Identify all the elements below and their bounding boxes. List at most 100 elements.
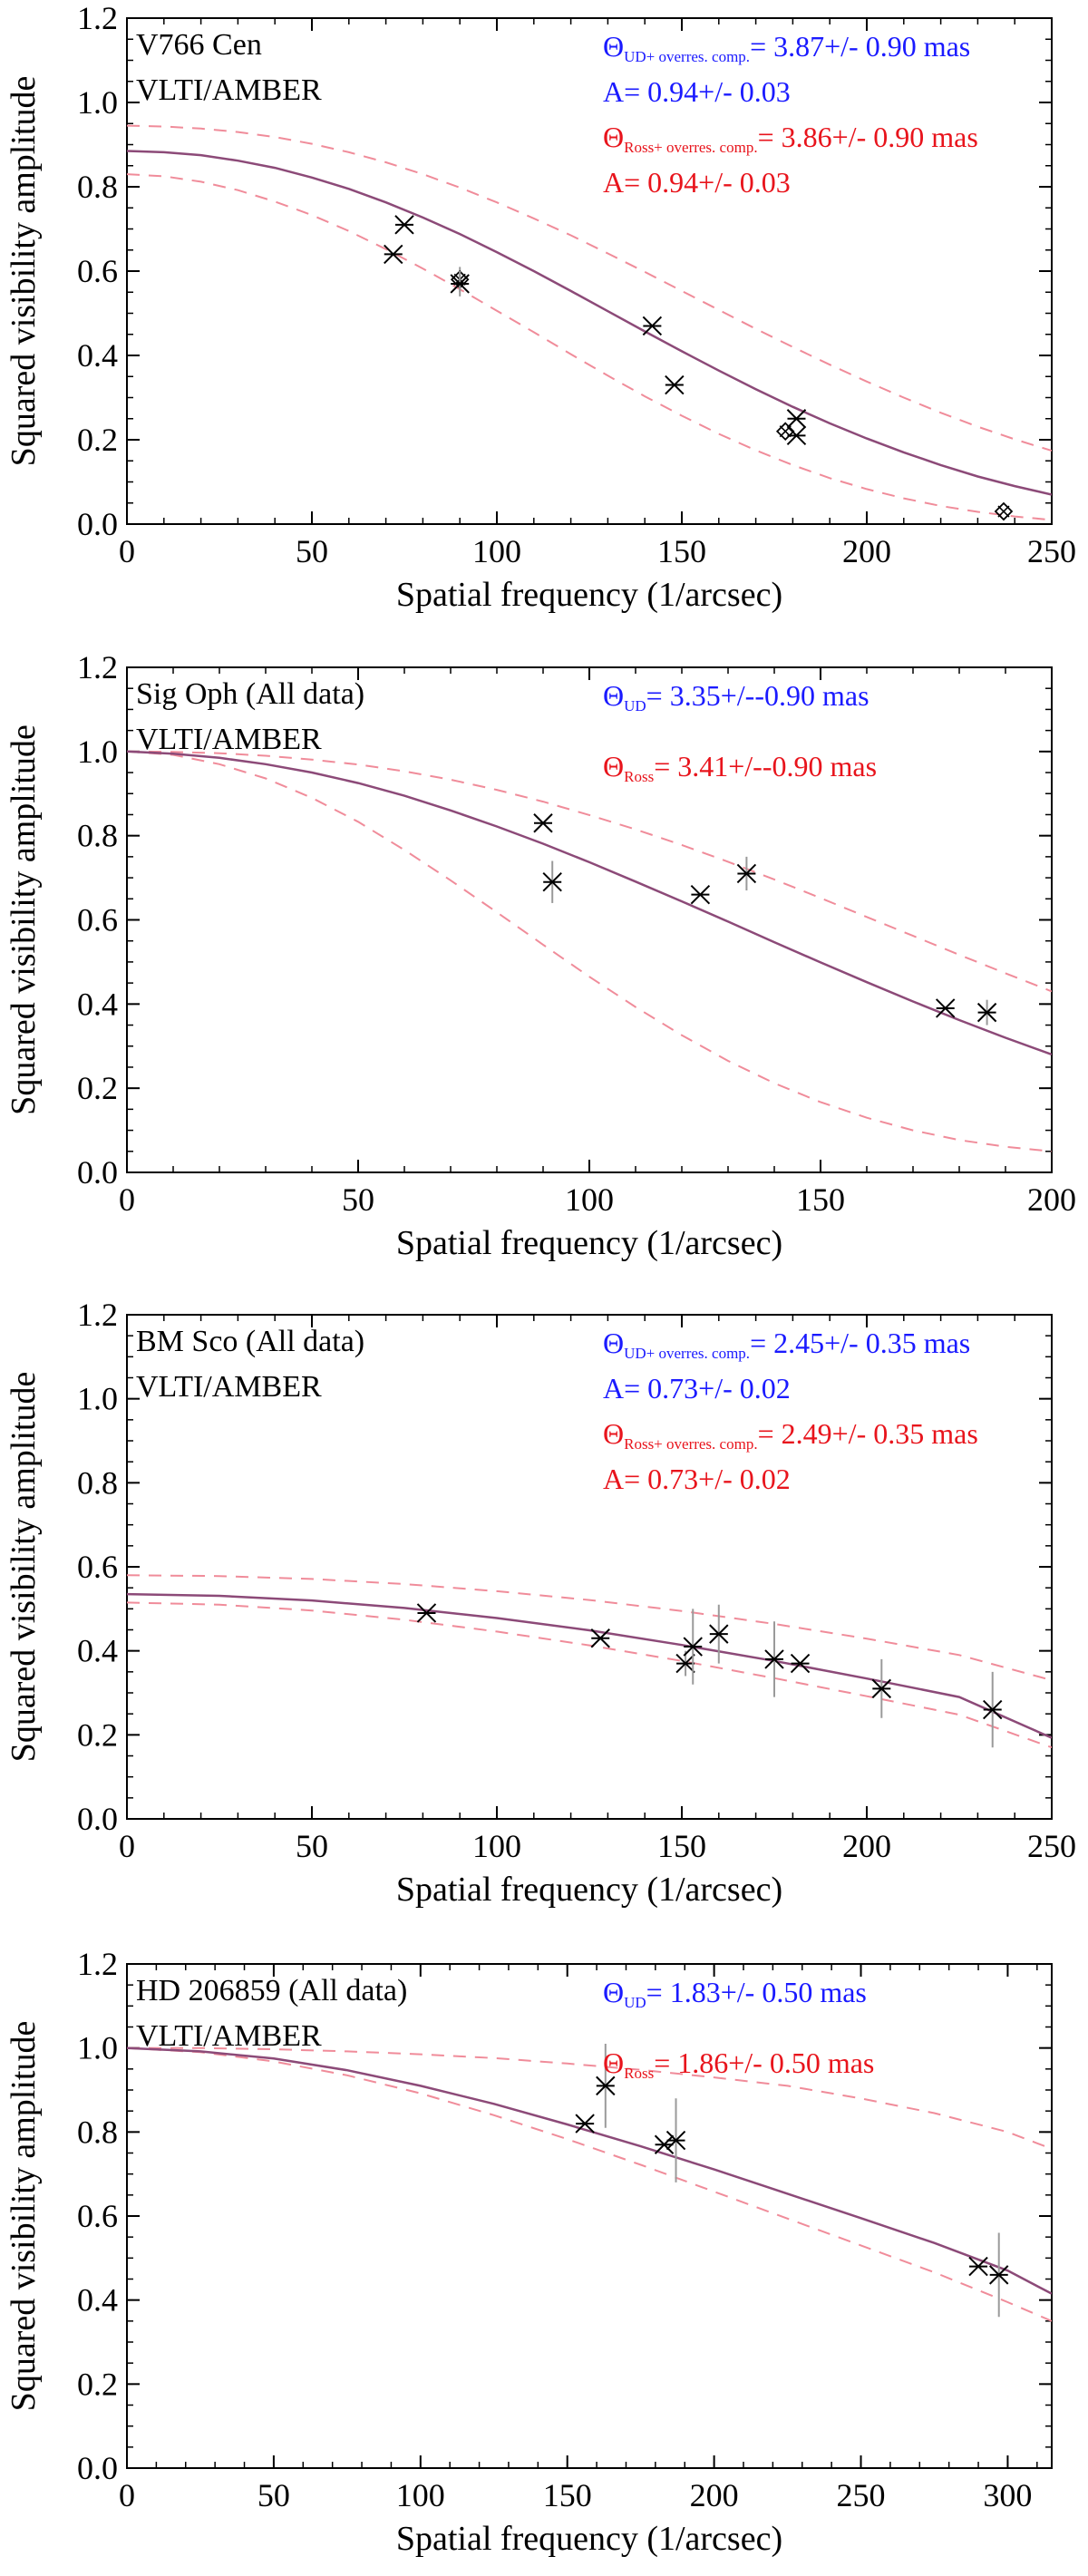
x-axis-label: Spatial frequency (1/arcsec) xyxy=(396,1871,782,1909)
x-tick-label: 100 xyxy=(396,2477,445,2513)
star-marker xyxy=(416,1603,437,1623)
data-point xyxy=(786,409,807,429)
theta-subscript: UD+ overres. comp. xyxy=(624,48,750,65)
fit-annotation-red: ΘRoss+ overres. comp.= 3.86+/- 0.90 mas xyxy=(603,121,978,156)
star-marker xyxy=(394,215,414,235)
star-marker xyxy=(871,1678,892,1699)
annotation-value: A= 0.73+/- 0.02 xyxy=(603,1463,791,1495)
annotation-value: = 1.83+/- 0.50 mas xyxy=(646,1976,867,2008)
star-marker xyxy=(575,2114,595,2134)
y-tick-label: 1.2 xyxy=(77,1946,118,1982)
y-tick-label: 0.8 xyxy=(77,169,118,205)
chart-panel-3: 0 50 100 150 200 250 0.0 0.2 0.4 0.6 0.8 1.0 1.2 Spat… xyxy=(5,1297,1076,1909)
data-point xyxy=(642,316,663,336)
theta-symbol: Θ xyxy=(603,30,624,63)
x-tick-label: 200 xyxy=(1027,1181,1076,1218)
y-tick-label: 0.6 xyxy=(77,1549,118,1585)
panel-title-line: V766 Cen xyxy=(136,28,262,62)
x-tick-label: 50 xyxy=(296,533,328,569)
y-tick-label: 0.4 xyxy=(77,1633,118,1669)
x-tick-label: 200 xyxy=(842,533,891,569)
x-tick-label: 50 xyxy=(342,1181,374,1218)
data-point xyxy=(968,2256,988,2277)
panel-title-line: HD 206859 (All data) xyxy=(136,1974,407,2007)
x-tick-label: 250 xyxy=(1027,533,1076,569)
data-point xyxy=(654,2134,675,2154)
panel-title-line: BM Sco (All data) xyxy=(136,1325,364,1358)
diamond-marker-cross xyxy=(997,505,1010,518)
y-tick-label: 0.6 xyxy=(77,253,118,289)
theta-symbol: Θ xyxy=(603,121,624,153)
data-point xyxy=(790,1653,811,1674)
upper-bound-curve xyxy=(127,2046,1052,2150)
theta-symbol: Θ xyxy=(603,2046,624,2079)
upper-bound-curve xyxy=(127,1574,1052,1682)
theta-subscript: Ross+ overres. comp. xyxy=(624,1435,757,1453)
x-tick-label: 50 xyxy=(257,2477,290,2513)
data-point xyxy=(590,1628,610,1648)
y-tick-label: 0.2 xyxy=(77,1716,118,1753)
x-tick-label: 0 xyxy=(119,1828,135,1864)
annotation-value: = 1.86+/- 0.50 mas xyxy=(654,2046,874,2079)
fit-annotation-red: A= 0.73+/- 0.02 xyxy=(603,1463,791,1495)
theta-subscript: Ross xyxy=(624,2065,654,2082)
annotation-value: A= 0.94+/- 0.03 xyxy=(603,75,791,108)
lower-bound-curve xyxy=(127,750,1052,1152)
star-marker xyxy=(596,2075,616,2096)
star-marker xyxy=(764,1649,784,1669)
annotation-value: = 3.86+/- 0.90 mas xyxy=(758,121,978,153)
x-axis-label: Spatial frequency (1/arcsec) xyxy=(396,1224,782,1262)
data-point xyxy=(542,860,562,903)
data-point xyxy=(675,1650,695,1677)
star-marker xyxy=(450,274,470,294)
x-axis-label: Spatial frequency (1/arcsec) xyxy=(396,576,782,614)
y-axis-label: Squared visibility amplitude xyxy=(5,76,43,467)
star-marker xyxy=(533,813,553,833)
x-tick-label: 100 xyxy=(472,1828,521,1864)
x-tick-label: 200 xyxy=(690,2477,739,2513)
data-point xyxy=(871,1658,892,1718)
y-tick-label: 1.2 xyxy=(77,1297,118,1333)
y-tick-label: 1.0 xyxy=(77,84,118,121)
data-point xyxy=(665,2098,686,2182)
panel-title-line: VLTI/AMBER xyxy=(136,723,322,756)
star-marker xyxy=(935,998,956,1018)
star-marker xyxy=(542,872,562,892)
fit-annotation-blue: A= 0.73+/- 0.02 xyxy=(603,1372,791,1405)
data-point xyxy=(935,998,956,1018)
y-tick-label: 0.0 xyxy=(77,2450,118,2486)
annotation-value: A= 0.73+/- 0.02 xyxy=(603,1372,791,1405)
data-point xyxy=(533,813,553,833)
star-marker xyxy=(968,2256,988,2277)
y-tick-label: 0.2 xyxy=(77,422,118,458)
chart-panel-4: 0 50 100 150 200 250 300 0.0 0.2 0.4 0.6 0.8 1.0 1.2 S… xyxy=(5,1946,1053,2558)
x-tick-label: 0 xyxy=(119,1181,135,1218)
model-fit-curve xyxy=(127,150,1052,496)
y-tick-label: 1.0 xyxy=(77,1381,118,1417)
y-tick-label: 1.0 xyxy=(77,734,118,770)
x-tick-label: 250 xyxy=(1027,1828,1076,1864)
theta-subscript: UD xyxy=(624,697,646,714)
theta-subscript: Ross+ overres. comp. xyxy=(624,139,757,156)
theta-symbol: Θ xyxy=(603,1976,624,2008)
data-point xyxy=(575,2114,595,2134)
y-tick-label: 1.2 xyxy=(77,0,118,36)
theta-symbol: Θ xyxy=(603,1417,624,1450)
y-tick-label: 0.8 xyxy=(77,818,118,854)
data-point xyxy=(764,1621,784,1697)
panel-title-line: VLTI/AMBER xyxy=(136,1370,322,1404)
data-point xyxy=(665,374,685,395)
y-tick-label: 1.2 xyxy=(77,649,118,685)
annotation-value: = 3.41+/--0.90 mas xyxy=(654,750,877,783)
data-point xyxy=(384,244,403,265)
data-point xyxy=(994,501,1014,521)
data-point xyxy=(709,1604,729,1664)
panel-title-line: Sig Oph (All data) xyxy=(136,677,364,711)
star-marker xyxy=(642,316,663,336)
y-tick-label: 0.6 xyxy=(77,2198,118,2234)
annotation-value: = 3.35+/--0.90 mas xyxy=(646,679,869,712)
theta-symbol: Θ xyxy=(603,1327,624,1359)
fit-annotation-blue: ΘUD= 1.83+/- 0.50 mas xyxy=(603,1976,867,2011)
data-point xyxy=(736,856,757,891)
theta-symbol: Θ xyxy=(603,750,624,783)
